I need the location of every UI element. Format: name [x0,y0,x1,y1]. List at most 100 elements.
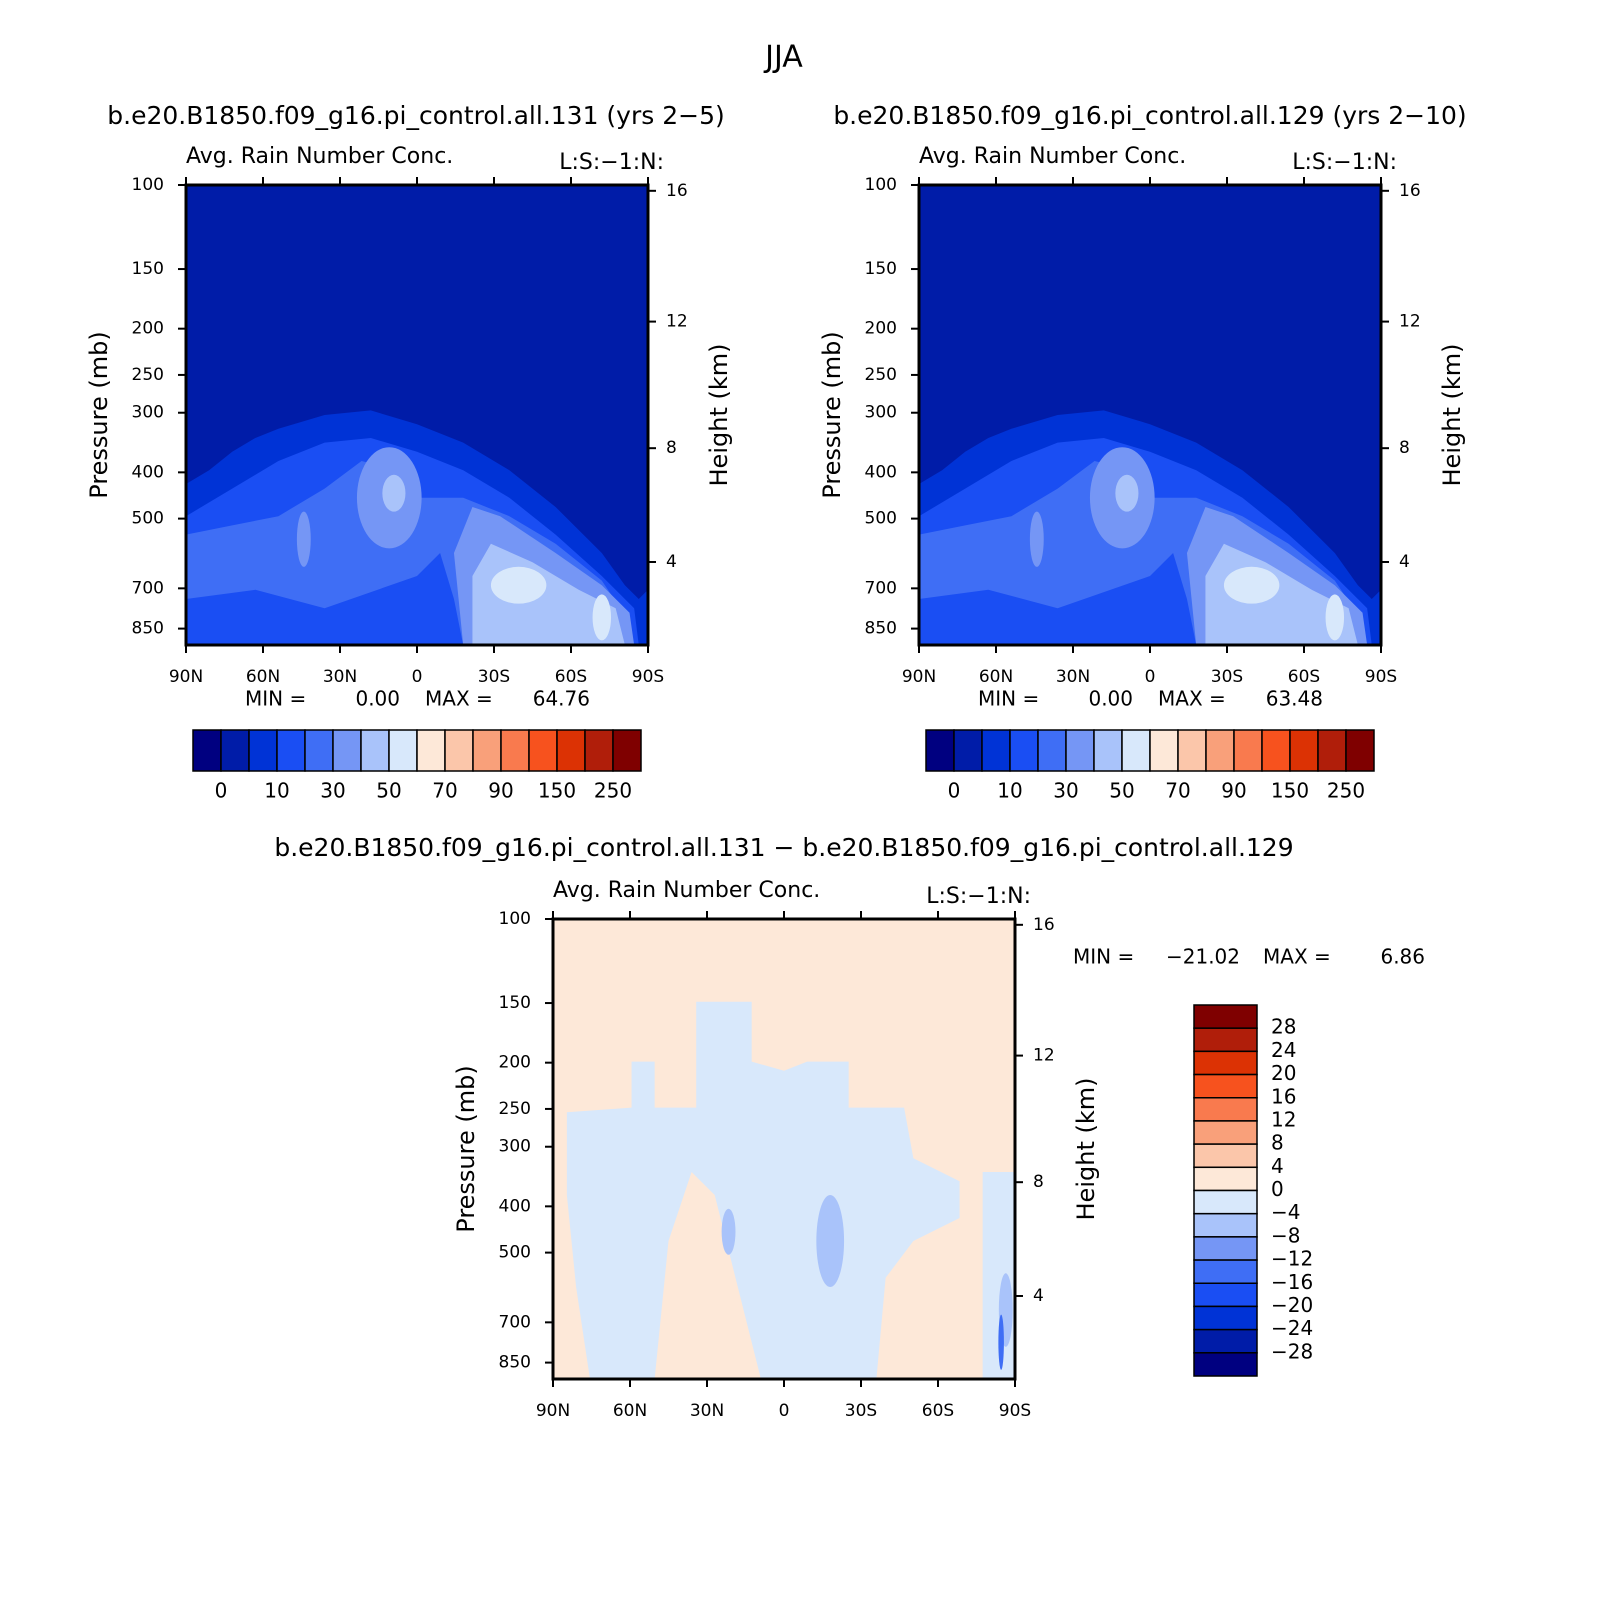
y-tick-label: 850 [865,619,897,639]
x-tick-label: 30N [323,667,357,687]
y2-tick-label: 16 [1399,181,1421,201]
colorbar-label: 16 [1271,1084,1296,1108]
x-tick-label: 0 [1145,667,1156,687]
x-tick-label: 90N [902,667,936,687]
x-tick-label: 60N [613,1401,647,1421]
contour-fill [1325,594,1345,641]
y-tick-label: 250 [499,1099,531,1119]
stat-name: MAX = [1158,687,1226,711]
y2-tick-label: 12 [1399,312,1421,332]
colorbar-box [1009,729,1039,772]
y2-tick-label: 8 [1033,1172,1044,1192]
x-tick-label: 30S [1211,667,1243,687]
colorbar-label: 4 [1271,1154,1284,1178]
colorbar-label: 90 [488,779,513,803]
colorbar-label: 10 [997,779,1022,803]
colorbar-box [1193,1004,1258,1029]
colorbar-label: −16 [1271,1270,1313,1294]
colorbar-box [1193,1027,1258,1053]
y-tick-label: 100 [865,175,897,195]
colorbar-box [388,729,418,772]
y-tick-label: 500 [132,509,164,529]
contour-fill [296,511,311,567]
colorbar-box [248,729,278,772]
stat-name: MIN = [245,687,306,711]
y2-tick-label: 16 [666,181,688,201]
colorbar-box [332,729,362,772]
x-tick-label: 90S [1365,667,1397,687]
x-tick-label: 90N [169,667,203,687]
stat-value: 6.86 [1380,945,1425,969]
y2-tick-label: 12 [1033,1046,1055,1066]
y-tick-label: 300 [865,403,897,423]
colorbar-box [1037,729,1067,772]
stat-name: MAX = [425,687,493,711]
y2-tick-label: 4 [1399,552,1410,572]
colorbar-label: 50 [376,779,401,803]
y-tick-label: 500 [499,1243,531,1263]
contour-field [919,185,1381,645]
contour-fill [919,553,1197,645]
y-tick-label: 250 [865,365,897,385]
colorbar-box [360,729,390,772]
y-tick-label: 700 [865,578,897,598]
colorbar-box [1193,1166,1258,1192]
colorbar-box [1233,729,1263,772]
panel-title: b.e20.B1850.f09_g16.pi_control.all.129 (… [833,101,1466,130]
y-tick-label: 150 [132,259,164,279]
colorbar-box [416,729,446,772]
y-axis-label: Pressure (mb) [452,1065,480,1232]
colorbar-box [1193,1050,1258,1076]
colorbar-label: 70 [1165,779,1190,803]
colorbar-box [220,729,250,772]
x-tick-label: 90S [999,1401,1031,1421]
panel-title: b.e20.B1850.f09_g16.pi_control.all.131 −… [274,833,1293,862]
colorbar-box [556,729,586,772]
stat-value: −21.02 [1166,945,1240,969]
colorbar-box [953,729,983,772]
colorbar-label: −4 [1271,1200,1300,1224]
colorbar-label: 150 [1271,779,1309,803]
y-tick-label: 850 [132,619,164,639]
y-tick-label: 400 [499,1196,531,1216]
subtitle-right: L:S:−1:N: [1292,150,1397,175]
colorbar-box [1193,1073,1258,1099]
stat-name: MIN = [1073,945,1134,969]
y-tick-label: 200 [865,319,897,339]
subtitle-right: L:S:−1:N: [926,884,1031,909]
stat-value: 63.48 [1266,687,1323,711]
y2-axis-label: Height (km) [1438,344,1466,487]
colorbar-box [1093,729,1123,772]
y-tick-label: 150 [499,993,531,1013]
colorbar-box [1205,729,1235,772]
x-tick-label: 60S [555,667,587,687]
x-tick-label: 90N [536,1401,570,1421]
contour-fill [1029,511,1044,567]
colorbar-label: −8 [1271,1223,1300,1247]
stat-name: MAX = [1263,945,1331,969]
stat-name: MIN = [978,687,1039,711]
contour-fill [592,594,612,641]
colorbar-label: 50 [1109,779,1134,803]
colorbar-label: −20 [1271,1293,1313,1317]
colorbar-label: 20 [1271,1061,1296,1085]
colorbar-label: 0 [1271,1177,1284,1201]
colorbar-box [1317,729,1347,772]
colorbar-label: 24 [1271,1038,1296,1062]
colorbar-label: 30 [320,779,345,803]
subtitle-right: L:S:−1:N: [559,150,664,175]
contour-field [186,185,648,645]
x-tick-label: 0 [412,667,423,687]
colorbar-box [1193,1236,1258,1261]
y-tick-label: 500 [865,509,897,529]
subtitle-left: Avg. Rain Number Conc. [919,144,1186,169]
y-tick-label: 700 [132,578,164,598]
y-tick-label: 850 [499,1353,531,1373]
y2-tick-label: 4 [1033,1286,1044,1306]
colorbar-box [500,729,530,772]
colorbar-label: −24 [1271,1316,1313,1340]
y2-axis-label: Height (km) [705,344,733,487]
colorbar-label: 8 [1271,1131,1284,1155]
contour-fill [998,1314,1004,1370]
